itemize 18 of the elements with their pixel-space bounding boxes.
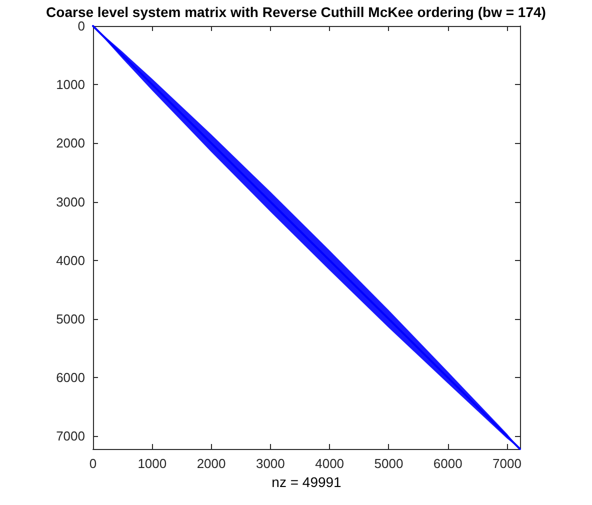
y-tick-label: 3000 — [56, 194, 85, 210]
y-tick-label: 1000 — [56, 77, 85, 92]
x-tick-label: 2000 — [196, 456, 226, 471]
y-tick-label: 6000 — [56, 370, 85, 386]
y-tick-label: 0 — [78, 18, 85, 34]
y-tick-label: 5000 — [56, 311, 85, 326]
chart-title: Coarse level system matrix with Reverse Cuthill McKee ordering (bw = 174) — [46, 4, 546, 20]
x-tick-label: 3000 — [256, 456, 285, 471]
x-tick-label: 1000 — [138, 456, 167, 471]
x-tick-label: 7000 — [492, 456, 522, 471]
y-tick-label: 7000 — [56, 428, 85, 444]
x-tick-label: 0 — [89, 456, 97, 471]
x-tick-label: 4000 — [315, 456, 344, 471]
x-tick-label: 6000 — [433, 456, 462, 471]
y-tick-label: 4000 — [56, 252, 85, 268]
y-tick-label: 2000 — [56, 136, 85, 151]
x-tick-label: 5000 — [374, 456, 404, 471]
x-axis-title: nz = 49991 — [272, 474, 342, 490]
